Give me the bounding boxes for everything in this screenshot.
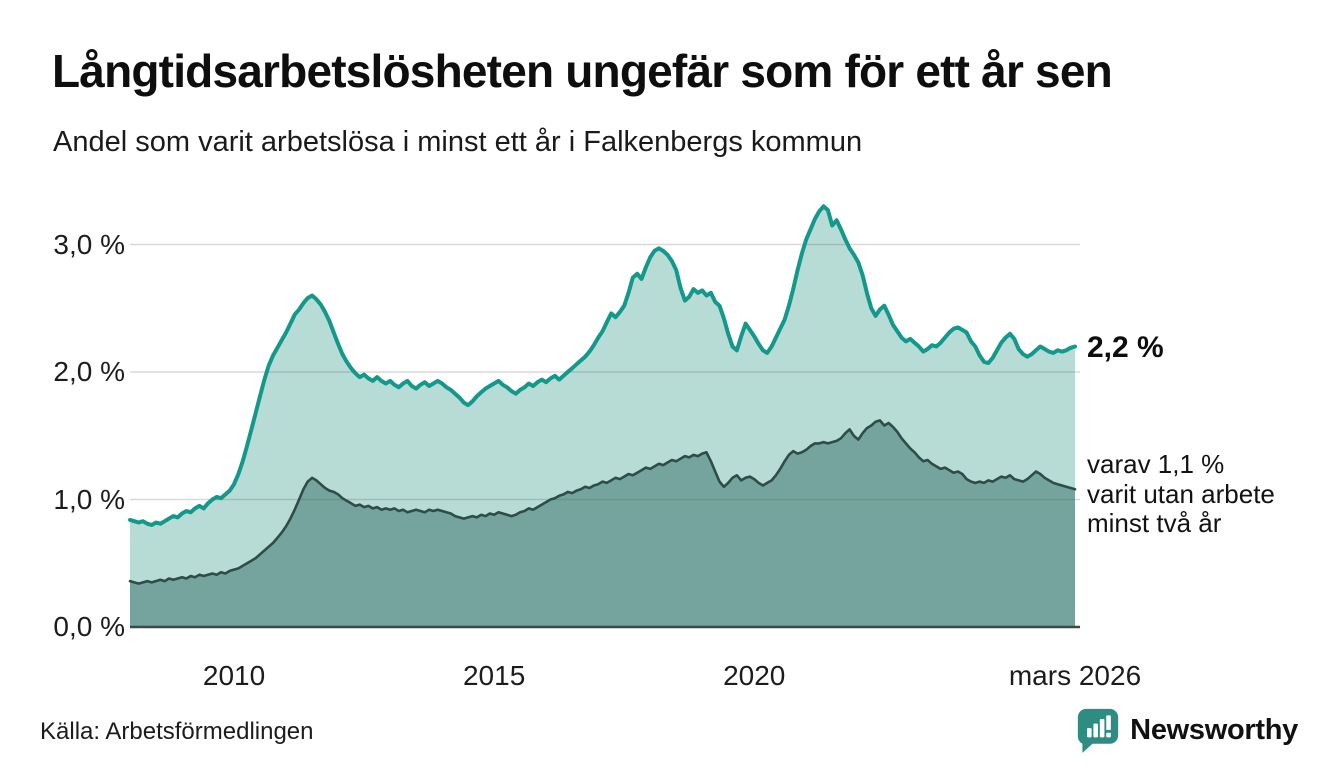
y-tick-label: 3,0 % <box>53 228 125 260</box>
newsworthy-wordmark: Newsworthy <box>1130 713 1298 746</box>
x-tick-label: 2020 <box>723 660 786 691</box>
x-tick-label: 2015 <box>462 660 526 691</box>
line-two-years <box>128 419 1077 585</box>
x-tick-label: mars 2026 <box>1008 660 1142 691</box>
y-tick-label: 2,0 % <box>53 356 125 387</box>
y-tick-label: 1,0 % <box>53 483 125 515</box>
source-label: Källa: Arbetsförmedlingen <box>40 718 314 745</box>
line-one-year <box>128 204 1077 527</box>
y-tick-label: 0,0 % <box>53 611 125 642</box>
area-two-years <box>130 420 1075 627</box>
latest-value-label: 2,2 % <box>1087 331 1164 364</box>
page-title: Långtidsarbetslösheten ungefär som för e… <box>52 45 1113 97</box>
newsworthy-branding: Newsworthy <box>1076 706 1298 754</box>
two-year-annotation: varav 1,1 % varit utan arbete minst två … <box>1087 449 1275 538</box>
x-tick-label: 2010 <box>202 660 266 691</box>
page-subtitle: Andel som varit arbetslösa i minst ett å… <box>53 126 863 158</box>
newsworthy-logo-icon <box>1076 706 1120 754</box>
